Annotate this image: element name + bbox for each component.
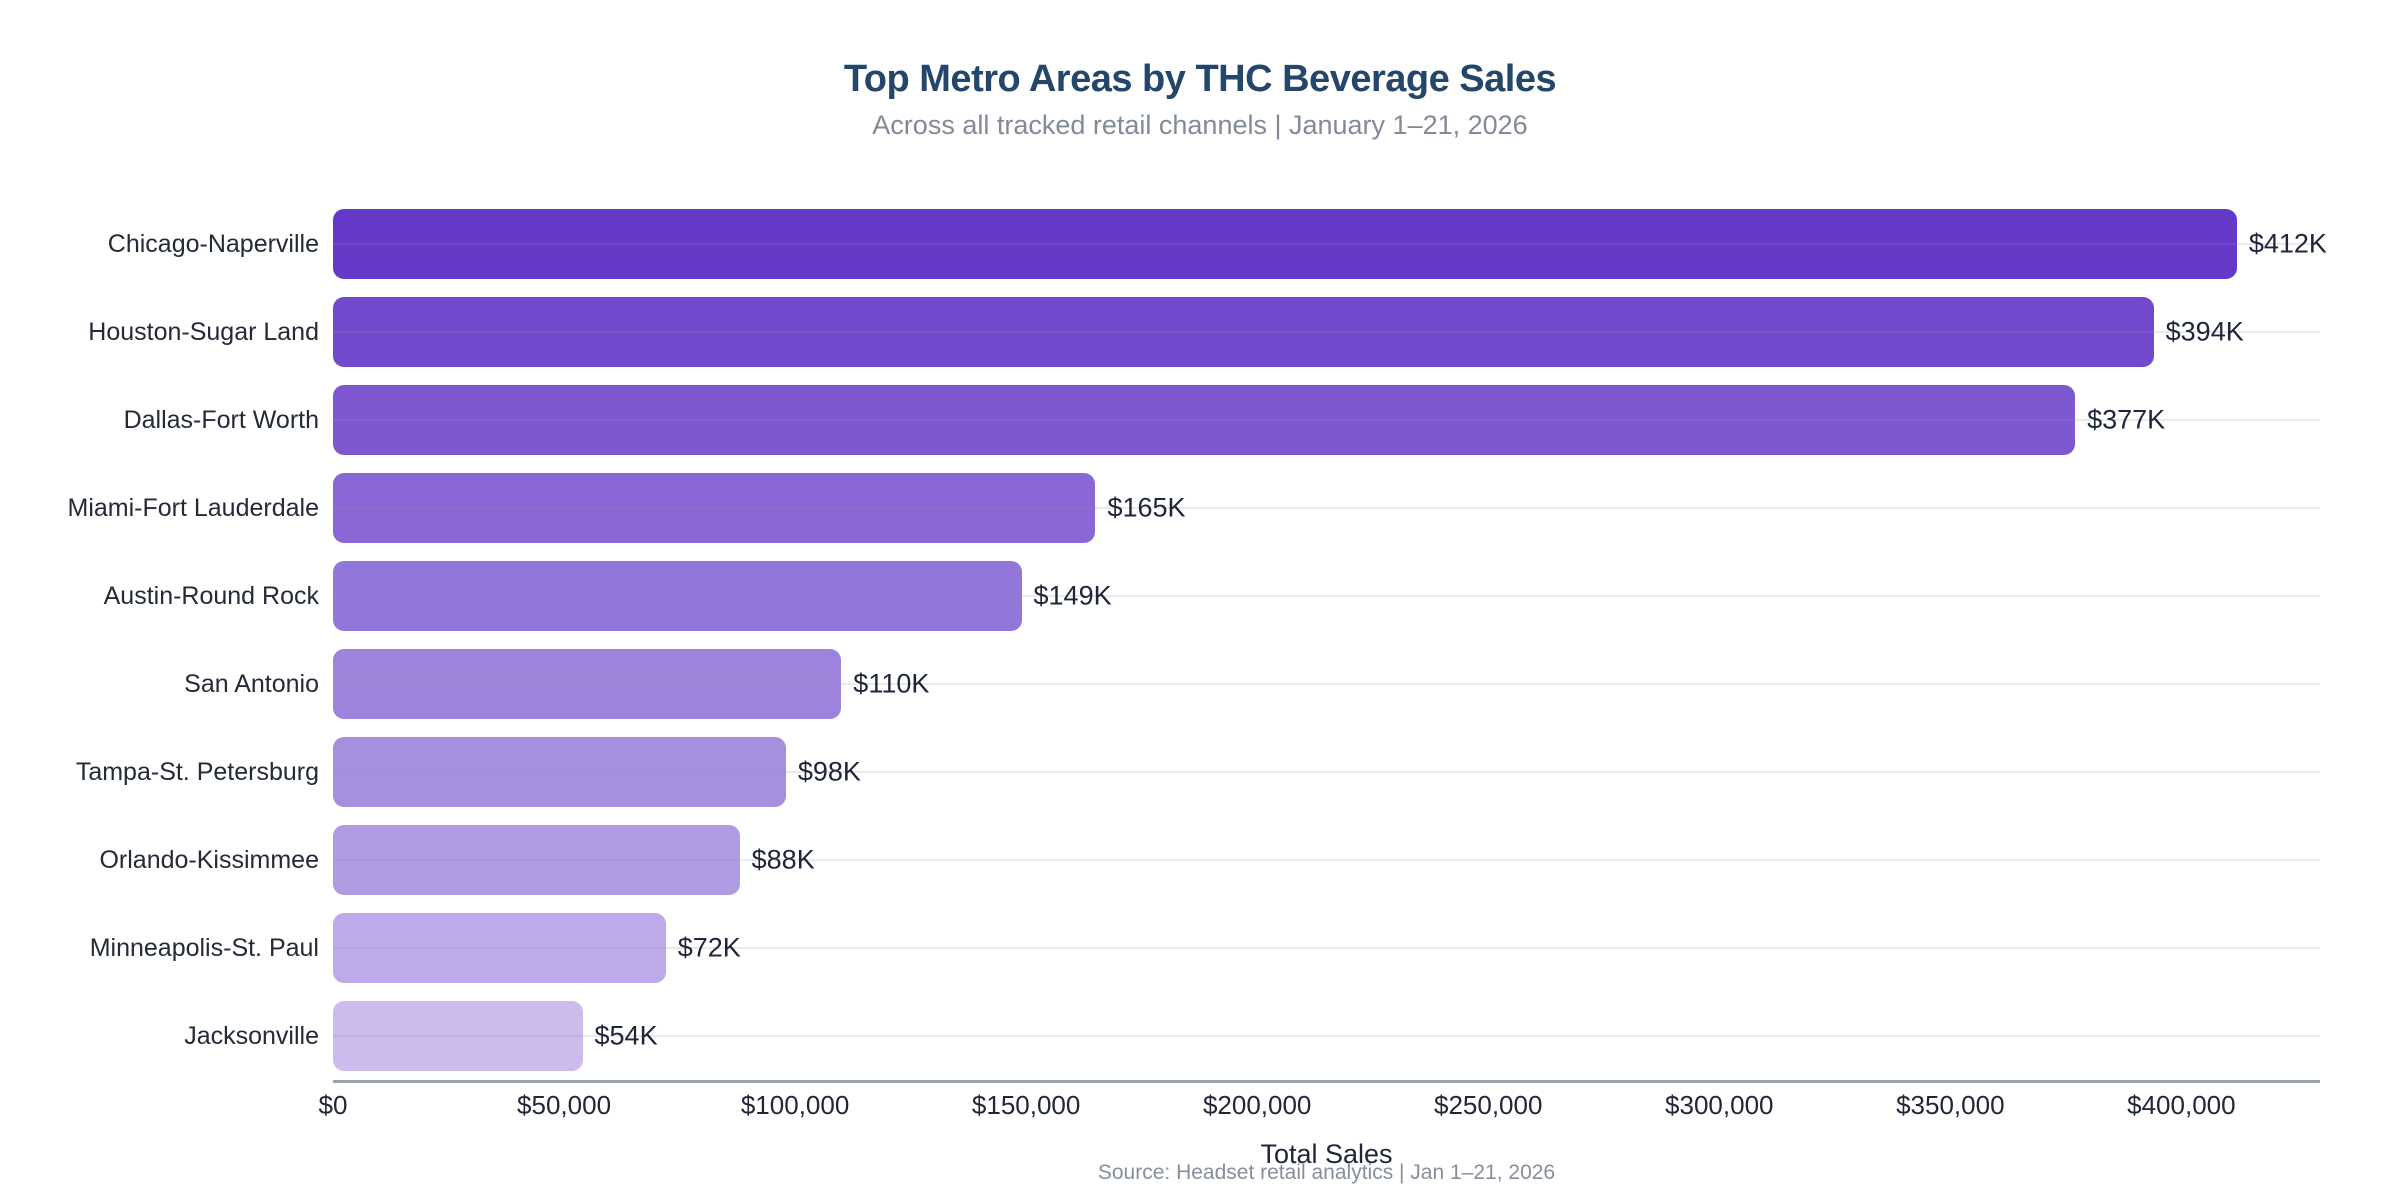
- bar-track: $54K: [333, 992, 2320, 1080]
- chart-row: Dallas-Fort Worth $377K: [0, 376, 2320, 464]
- chart-row: Tampa-St. Petersburg $98K: [0, 728, 2320, 816]
- value-label: $412K: [2248, 228, 2327, 259]
- bar-track: $110K: [333, 640, 2320, 728]
- row-gridline: [333, 243, 2320, 245]
- bar: [333, 913, 666, 983]
- row-gridline: [333, 331, 2320, 333]
- bar: [333, 209, 2237, 279]
- category-label: Austin-Round Rock: [103, 581, 319, 610]
- bar-track: $412K: [333, 200, 2327, 288]
- x-tick-label: $200,000: [1202, 1090, 1312, 1120]
- bar-track: $377K: [333, 376, 2320, 464]
- x-tick-label: $400,000: [2127, 1090, 2236, 1120]
- category-label: Dallas-Fort Worth: [123, 405, 319, 434]
- bar: [333, 473, 1096, 543]
- value-label: $98K: [797, 756, 861, 787]
- row-gridline: [333, 1035, 2320, 1037]
- x-tick-label: $150,000: [971, 1090, 1081, 1120]
- chart-row: Minneapolis-St. Paul $72K: [0, 904, 2320, 992]
- bar: [333, 649, 842, 719]
- chart-row: Chicago-Naperville $412K: [0, 200, 2327, 288]
- row-gridline: [333, 859, 2320, 861]
- row-gridline: [333, 683, 2320, 685]
- bar-track: $149K: [333, 552, 2320, 640]
- value-label: $394K: [2165, 316, 2244, 347]
- row-gridline: [333, 595, 2320, 597]
- bar-track: $165K: [333, 464, 2320, 552]
- row-gridline: [333, 419, 2320, 421]
- row-gridline: [333, 771, 2320, 773]
- bar-track: $88K: [333, 816, 2320, 904]
- bar: [333, 385, 2076, 455]
- value-label: $165K: [1107, 492, 1186, 523]
- x-tick-label: $300,000: [1665, 1090, 1774, 1120]
- bar: [333, 297, 2154, 367]
- category-label: Miami-Fort Lauderdale: [67, 493, 320, 522]
- row-gridline: [333, 947, 2320, 949]
- x-axis-tick-labels: $0 $50,000 $100,000 $150,000 $200,000 $2…: [319, 1090, 2320, 1126]
- chart-row: Miami-Fort Lauderdale $165K: [0, 464, 2320, 552]
- x-axis-line: [333, 1080, 2320, 1083]
- chart-row: Houston-Sugar Land $394K: [0, 288, 2320, 376]
- value-label: $54K: [594, 1020, 658, 1051]
- category-label: Chicago-Naperville: [107, 229, 319, 258]
- category-label: Jacksonville: [184, 1021, 319, 1050]
- chart-row: Austin-Round Rock $149K: [0, 552, 2320, 640]
- value-label: $110K: [853, 668, 930, 699]
- chart-row: San Antonio $110K: [0, 640, 2320, 728]
- bar: [333, 825, 740, 895]
- chart-subtitle: Across all tracked retail channels | Jan…: [872, 110, 1528, 140]
- bar-track: $394K: [333, 288, 2320, 376]
- plot-area: Chicago-Naperville $412K Houston-Sugar L…: [0, 200, 2327, 1080]
- x-tick-label: $0: [318, 1090, 348, 1120]
- source-note: Source: Headset retail analytics | Jan 1…: [1097, 1161, 1556, 1184]
- chart-title: Top Metro Areas by THC Beverage Sales: [843, 58, 1557, 100]
- bar-track: $72K: [333, 904, 2320, 992]
- value-label: $72K: [677, 932, 741, 963]
- bar: [333, 1001, 583, 1071]
- x-tick-label: $250,000: [1433, 1090, 1543, 1120]
- value-label: $149K: [1033, 580, 1112, 611]
- x-axis-title: Total Sales: [1260, 1139, 1393, 1169]
- category-label: Tampa-St. Petersburg: [75, 757, 319, 786]
- value-label: $88K: [751, 844, 815, 875]
- chart-row: Jacksonville $54K: [0, 992, 2320, 1080]
- x-tick-label: $100,000: [740, 1090, 850, 1120]
- bar-track: $98K: [333, 728, 2320, 816]
- x-tick-label: $350,000: [1896, 1090, 2005, 1120]
- category-label: Houston-Sugar Land: [88, 317, 319, 346]
- bar: [333, 737, 786, 807]
- x-tick-label: $50,000: [517, 1090, 612, 1120]
- category-label: Orlando-Kissimmee: [99, 845, 319, 874]
- category-label: Minneapolis-St. Paul: [89, 933, 319, 962]
- value-label: $377K: [2087, 404, 2166, 435]
- bar: [333, 561, 1022, 631]
- category-label: San Antonio: [184, 669, 319, 698]
- row-gridline: [333, 507, 2320, 509]
- chart-row: Orlando-Kissimmee $88K: [0, 816, 2320, 904]
